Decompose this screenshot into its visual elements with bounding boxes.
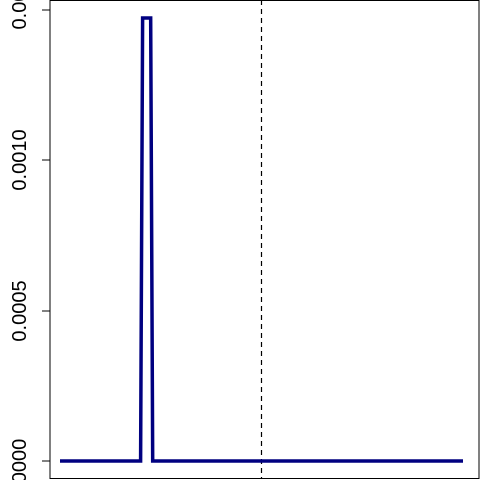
y-tick-label: 0.0010 [9,129,31,190]
y-tick-label: 0.0005 [9,280,31,341]
y-axis: 0000 0.0005 0.0010 0.00 [9,0,50,480]
y-tick-label: 0.00 [9,0,31,29]
plot-frame [49,0,480,479]
series-line [60,16,463,463]
series-layer [60,16,463,463]
y-tick-label: 0000 [9,439,31,480]
